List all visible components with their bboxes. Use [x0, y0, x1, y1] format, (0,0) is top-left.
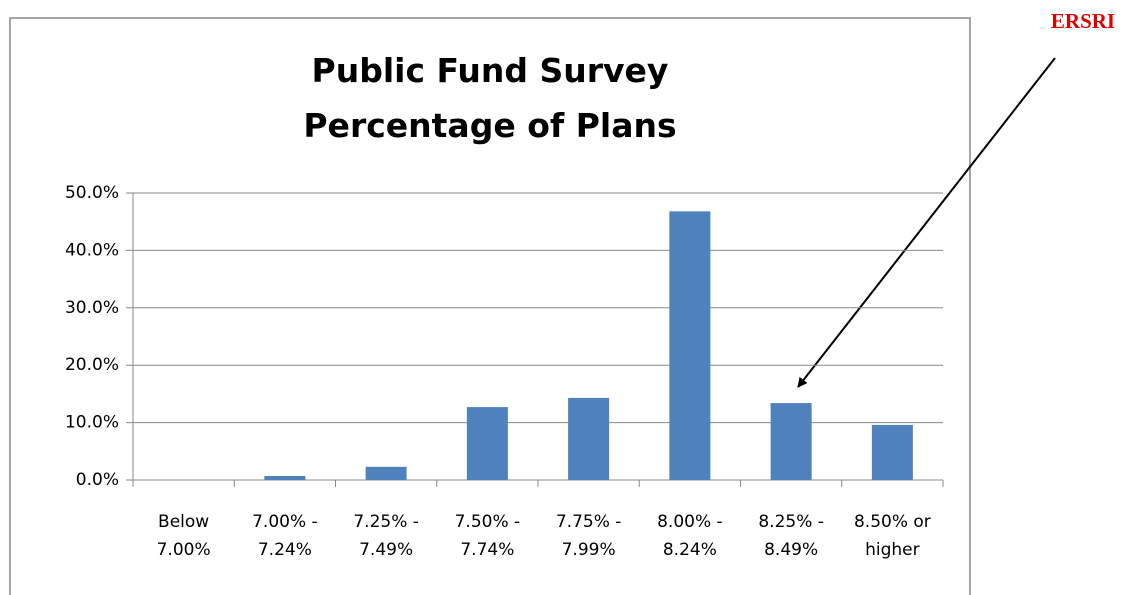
bar — [871, 424, 913, 480]
bar — [264, 475, 306, 480]
y-tick-label: 10.0% — [65, 413, 119, 433]
annotation: ERSRI — [1051, 9, 1115, 33]
bar — [466, 407, 508, 480]
y-tick-label: 30.0% — [65, 298, 119, 318]
bar — [568, 397, 610, 480]
bar — [669, 211, 711, 481]
x-tick-label: 7.75% - 7.99% — [555, 512, 622, 560]
x-tick-label: 7.25% - 7.49% — [353, 512, 419, 560]
chart-frame — [9, 17, 971, 595]
y-tick-label: 40.0% — [65, 240, 119, 260]
x-tick-label: 7.50% - 7.74% — [454, 512, 521, 560]
x-tick-label: 8.50% or higher — [853, 512, 931, 560]
y-tick-label: 20.0% — [65, 355, 119, 375]
chart-title: Public Fund Survey — [312, 51, 669, 90]
bar — [365, 466, 407, 480]
x-tick-label: 8.25% - 8.49% — [758, 512, 824, 560]
annotation-arrow — [797, 57, 1056, 388]
y-tick-label: 50.0% — [65, 183, 119, 203]
x-tick-label: Below 7.00% — [156, 512, 211, 560]
y-tick-label: 0.0% — [76, 470, 119, 490]
chart-title: Percentage of Plans — [303, 106, 676, 145]
bar — [770, 403, 812, 480]
x-tick-label: 8.00% - 8.24% — [657, 512, 723, 560]
x-tick-label: 7.00% - 7.24% — [252, 512, 318, 560]
